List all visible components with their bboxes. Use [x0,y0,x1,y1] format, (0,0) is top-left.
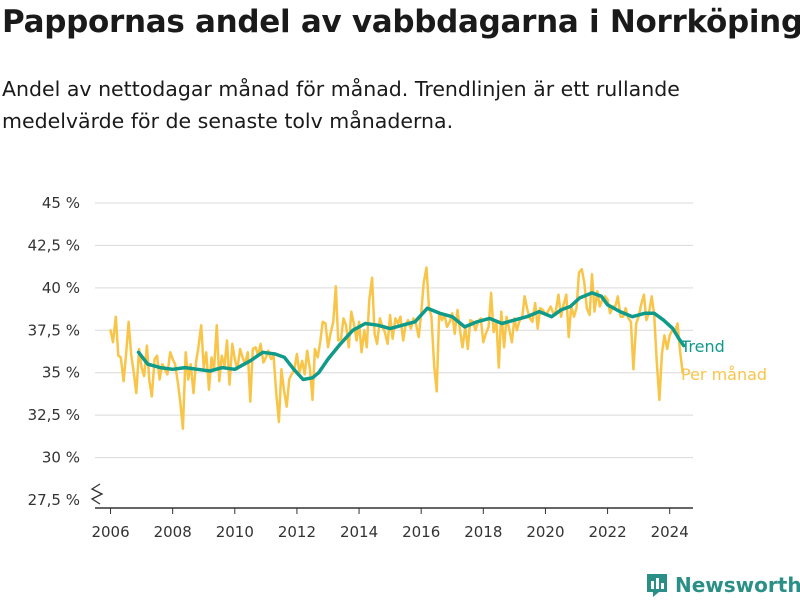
y-tick-label: 35 % [42,364,80,382]
x-tick-label: 2010 [216,523,254,541]
x-tick-label: 2024 [651,523,689,541]
x-tick-label: 2020 [526,523,564,541]
x-tick-label: 2006 [91,523,129,541]
legend-label-trend: Trend [680,337,725,356]
y-tick-label: 37,5 % [28,321,80,339]
chart-legend: Trend Per månad [680,337,767,384]
newsworthy-logo-icon [647,574,667,597]
x-tick-label: 2022 [588,523,626,541]
x-tick-label: 2012 [278,523,316,541]
page-title: Pappornas andel av vabbdagarna i Norrköp… [2,4,800,40]
y-axis: 27,5 % 30 % 32,5 % 35 % 37,5 % 40 % 42,5 % 45 % [28,194,80,509]
x-axis: 2006 2008 2010 2012 2014 2016 2018 2020 2022 2024 [90,483,693,541]
y-tick-label: 45 % [42,194,80,212]
y-tick-label: 32,5 % [28,406,80,424]
x-tick-label: 2014 [340,523,378,541]
y-tick-label: 40 % [42,279,80,297]
x-tick-label: 2008 [154,523,192,541]
x-tick-label: 2018 [464,523,502,541]
chart-series [109,266,686,430]
x-tick-label: 2016 [402,523,440,541]
axis-break-icon [90,483,104,505]
y-tick-label: 42,5 % [28,236,80,254]
y-tick-label: 27,5 % [28,491,80,509]
brand-logo: Newsworthy [645,570,800,600]
brand-name: Newsworthy [675,573,800,597]
monthly-line [109,266,684,430]
page-subtitle: Andel av nettodagar månad för månad. Tre… [2,77,680,133]
y-tick-label: 30 % [42,449,80,467]
legend-label-per-manad: Per månad [681,365,767,384]
trend-line [136,291,686,382]
